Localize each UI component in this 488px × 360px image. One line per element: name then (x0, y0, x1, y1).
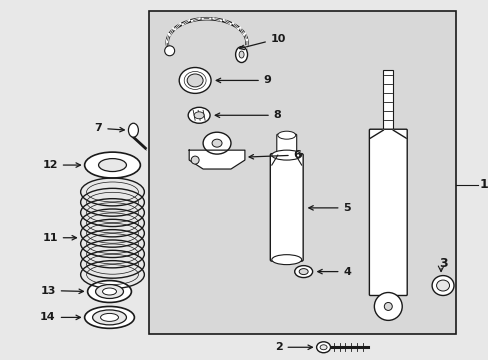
Ellipse shape (102, 288, 116, 295)
Ellipse shape (99, 159, 126, 171)
FancyBboxPatch shape (270, 154, 303, 261)
Ellipse shape (294, 266, 312, 278)
Text: 1: 1 (479, 179, 488, 192)
FancyBboxPatch shape (368, 129, 407, 296)
Ellipse shape (95, 284, 123, 298)
Text: 11: 11 (42, 233, 76, 243)
Text: 9: 9 (216, 76, 271, 85)
Ellipse shape (188, 107, 210, 123)
Ellipse shape (128, 123, 138, 137)
Ellipse shape (436, 280, 448, 291)
Ellipse shape (92, 310, 126, 325)
Ellipse shape (235, 46, 247, 63)
Ellipse shape (194, 112, 203, 119)
Ellipse shape (179, 67, 211, 93)
Text: 2: 2 (274, 342, 312, 352)
Ellipse shape (239, 51, 244, 58)
Ellipse shape (374, 293, 402, 320)
Ellipse shape (316, 342, 330, 353)
Text: 4: 4 (317, 267, 351, 276)
Text: 12: 12 (42, 160, 81, 170)
Ellipse shape (84, 306, 134, 328)
Ellipse shape (101, 314, 118, 321)
Ellipse shape (320, 345, 326, 350)
FancyBboxPatch shape (276, 134, 296, 156)
Polygon shape (271, 155, 301, 165)
Bar (383, 71, 392, 130)
Ellipse shape (431, 276, 453, 296)
Text: 3: 3 (438, 257, 447, 270)
Ellipse shape (299, 269, 307, 275)
Bar (149, 11, 455, 334)
Ellipse shape (384, 302, 391, 310)
Ellipse shape (203, 132, 230, 154)
Text: 8: 8 (215, 110, 281, 120)
Circle shape (191, 156, 199, 164)
Ellipse shape (271, 255, 301, 265)
Text: 5: 5 (308, 203, 350, 213)
Ellipse shape (271, 150, 301, 160)
Ellipse shape (277, 131, 295, 139)
Text: 7: 7 (94, 123, 124, 133)
Polygon shape (369, 130, 406, 138)
Ellipse shape (187, 74, 203, 87)
Text: 6: 6 (248, 150, 301, 160)
Text: 14: 14 (40, 312, 81, 323)
Polygon shape (189, 150, 244, 169)
Ellipse shape (212, 139, 222, 147)
Ellipse shape (84, 152, 140, 178)
Text: 13: 13 (41, 285, 83, 296)
Ellipse shape (87, 280, 131, 302)
Circle shape (164, 46, 174, 56)
Text: 10: 10 (239, 33, 285, 50)
